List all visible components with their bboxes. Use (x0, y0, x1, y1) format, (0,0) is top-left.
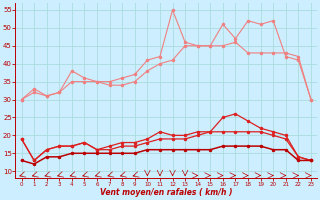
X-axis label: Vent moyen/en rafales ( km/h ): Vent moyen/en rafales ( km/h ) (100, 188, 233, 197)
